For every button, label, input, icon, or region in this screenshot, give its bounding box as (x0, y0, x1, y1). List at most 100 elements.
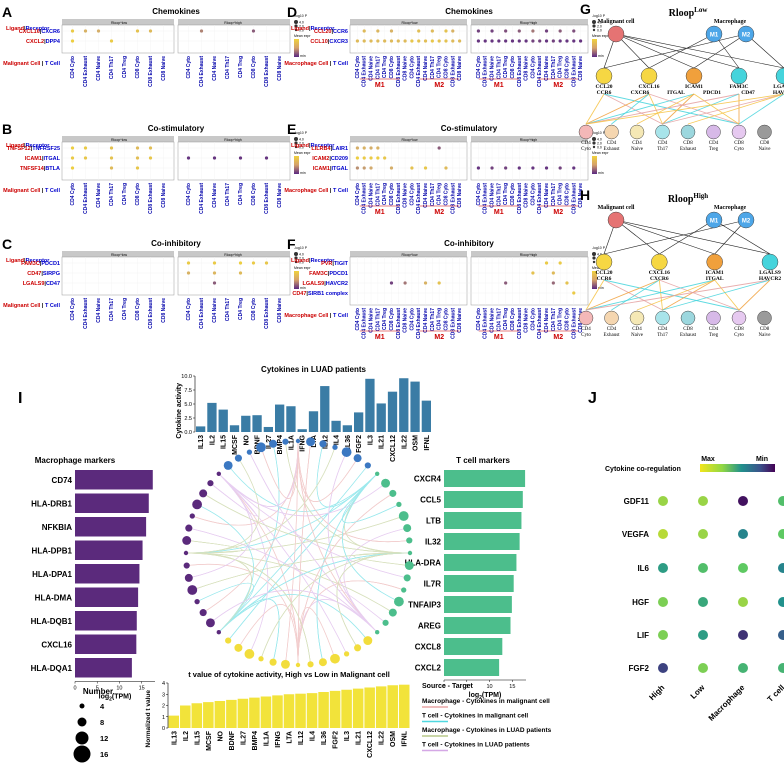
tcell-tick-label: CD4 Naive (212, 183, 218, 208)
interaction-dot (212, 271, 217, 275)
interaction-dot (444, 29, 448, 33)
ligand-node (595, 67, 613, 85)
ligand-receptor-header: Ligand|Receptor (6, 258, 50, 264)
tcell-tick-label: CD8 Cyto (510, 56, 516, 79)
chart-title: T cell markers (456, 456, 510, 465)
bar (286, 406, 296, 432)
group-label: M1 (494, 334, 504, 341)
tcell-tick-label: CD4 Cyto (476, 56, 482, 79)
strip-low (350, 136, 467, 142)
legend-min-label: min (598, 171, 604, 175)
separator: | (24, 143, 26, 149)
panel-letter: A (2, 4, 12, 20)
strip-high (471, 136, 588, 142)
interaction-dot (544, 261, 549, 265)
circular-edge (188, 527, 378, 633)
heatmap-dot (738, 529, 748, 539)
source-target-legend: Source - Target Macrophage - Cytokines in… (422, 683, 552, 752)
heatmap-row-label: HGF (632, 598, 649, 607)
circular-node (374, 629, 380, 635)
x-tick-label: FGF2 (356, 435, 363, 453)
tcell-tick-label: CD4 Naive (96, 183, 102, 208)
bar-label: CCL5 (420, 496, 441, 505)
ligand-name: CXCL2 (26, 39, 44, 45)
ligand-label: FAM3C (730, 84, 749, 90)
tcell-tick-label: CD4 Treg (382, 308, 388, 330)
interaction-dot (83, 156, 88, 160)
tcell-tick-label: CD4 Cyto (409, 308, 415, 331)
bar (263, 426, 273, 432)
interaction-dot (444, 39, 448, 43)
interaction-dot (572, 39, 576, 43)
edge-bottom (648, 93, 663, 125)
bar (444, 575, 514, 592)
plot-box-high (177, 256, 291, 296)
edge-bottom (662, 93, 784, 125)
interaction-dot (544, 166, 549, 170)
edge-top (615, 219, 660, 255)
strip-low-label: Rloop^low (111, 21, 128, 25)
tcell-label: Exhaust (603, 147, 620, 152)
interaction-dot (135, 156, 140, 160)
bar-label: HLA-DPB1 (32, 546, 73, 555)
bar (297, 429, 307, 432)
circular-node (394, 596, 404, 607)
legend-size-label: 2.0 (299, 257, 304, 261)
circular-node (234, 643, 243, 652)
strip-low (350, 251, 467, 257)
x-tick-label: IL12 (298, 731, 305, 745)
pair-label: CCL10|CXCR3 (310, 39, 348, 45)
tcell-tick-label: CD4 Treg (122, 56, 128, 78)
legend-colorbar (592, 156, 597, 174)
receptor-name: SIRB1 complex (308, 291, 349, 297)
separator: | (328, 271, 330, 277)
separator: | (40, 188, 45, 194)
circular-edge (342, 473, 400, 524)
group-label: M1 (375, 209, 385, 216)
edge-bottom (636, 93, 695, 125)
bar-label: CXCL16 (41, 640, 72, 649)
circular-node (234, 454, 242, 462)
x-tick-label: IL13 (171, 731, 178, 745)
receptor-word: Receptor (26, 258, 51, 264)
interaction-dot (362, 166, 366, 170)
bar (444, 659, 500, 676)
edge-top (603, 33, 747, 69)
tcell-tick-label: CD4 Treg (558, 308, 564, 330)
circular-node (403, 524, 412, 533)
circular-edge (238, 604, 299, 666)
circular-node (307, 661, 314, 668)
circular-edge (297, 440, 358, 502)
tcell-tick-label: CD8 Naive (524, 56, 530, 81)
ligand-name: TNFSF12 (7, 146, 31, 152)
legend-size-label: 2.0 (299, 25, 304, 29)
bar-label: HLA-DRB1 (31, 499, 72, 508)
circular-edge (218, 473, 269, 655)
tcell-tick-label: CD8 Naive (403, 56, 409, 81)
interaction-dot (497, 39, 501, 43)
receptor-name: CCR6 (333, 29, 348, 35)
legend-size-label: 0.0 (299, 29, 304, 33)
circular-edge (185, 540, 243, 554)
interaction-dot (551, 281, 555, 285)
circular-edge (342, 473, 400, 602)
tcell-tick-label: CD4 Treg (382, 183, 388, 205)
circular-edge (218, 473, 347, 655)
bar (75, 470, 153, 490)
panel-letter: D (287, 4, 297, 20)
circular-node (244, 649, 255, 659)
ligand-receptor-header: Ligand|Receptor (291, 143, 335, 149)
separator: | (332, 261, 334, 267)
x-tick-label: IL21 (356, 731, 363, 745)
interaction-dot (70, 156, 75, 160)
legend-size-label: 4.0 (299, 253, 304, 257)
m1-node (705, 25, 723, 43)
tcell-tick-label: CD4 Naive (490, 56, 496, 81)
legend-min-label: min (300, 54, 306, 58)
tcell-label: CD4 (581, 141, 591, 146)
tcell-label: Cyto (734, 333, 744, 338)
tcell-node (604, 310, 619, 326)
panel-letter: G (580, 1, 591, 17)
panel-letter: J (588, 390, 597, 407)
x-tick-label: 0 (442, 684, 445, 690)
